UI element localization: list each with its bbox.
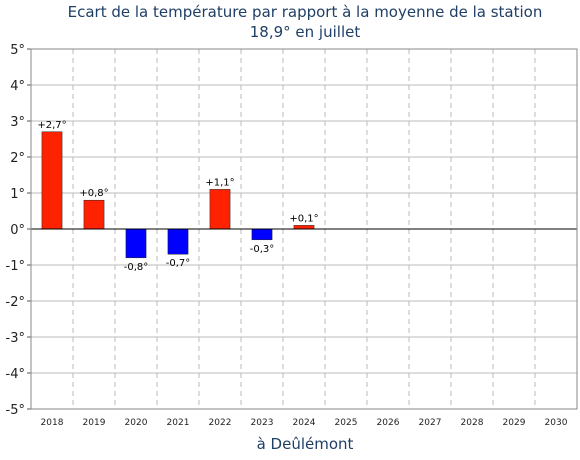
x-tick-label: 2020 <box>125 418 148 428</box>
chart-title: Ecart de la température par rapport à la… <box>68 3 543 21</box>
bar-2020 <box>125 228 147 259</box>
data-label-2022: +1,1° <box>205 177 234 188</box>
data-label-2024: +0,1° <box>289 213 318 224</box>
y-tick-label: 3° <box>10 115 25 130</box>
y-tick-label: 2° <box>10 151 25 166</box>
data-labels: +2,7° +0,8° -0,8° -0,7° +1,1° -0,3° +0,1° <box>37 120 318 273</box>
x-tick-label: 2022 <box>209 418 232 428</box>
y-tick-label: 0° <box>10 223 25 238</box>
x-tick-label: 2025 <box>335 418 358 428</box>
bars <box>41 131 315 259</box>
bar-2021 <box>167 228 189 255</box>
plot-frame <box>30 48 578 410</box>
x-tick-label: 2024 <box>293 418 316 428</box>
bar-2024 <box>293 225 315 230</box>
data-label-2018: +2,7° <box>37 120 66 131</box>
x-tick-label: 2021 <box>167 418 190 428</box>
data-label-2020: -0,8° <box>124 262 149 273</box>
data-label-2019: +0,8° <box>79 188 108 199</box>
x-tick-label: 2030 <box>545 418 568 428</box>
x-tick-label: 2023 <box>251 418 274 428</box>
y-tick-label: -2° <box>6 295 25 310</box>
y-tick-label: 1° <box>10 187 25 202</box>
y-tick-label: -1° <box>6 259 25 274</box>
x-axis-label: à Deûlémont <box>257 435 354 453</box>
bar-2022 <box>209 189 231 230</box>
y-tick-label: -4° <box>6 367 25 382</box>
x-tick-label: 2019 <box>83 418 106 428</box>
y-tick-label: -5° <box>6 403 25 418</box>
data-label-2021: -0,7° <box>166 258 191 269</box>
x-tick-label: 2027 <box>419 418 442 428</box>
bar-2023 <box>251 228 273 241</box>
data-label-2023: -0,3° <box>250 244 275 255</box>
chart-subtitle: 18,9° en juillet <box>250 23 361 41</box>
x-axis: 2018 2019 2020 2021 2022 2023 2024 2025 2026 2027… <box>41 418 568 428</box>
x-tick-label: 2029 <box>503 418 526 428</box>
x-tick-label: 2028 <box>461 418 484 428</box>
bar-2019 <box>83 199 105 230</box>
y-axis: 5° 4° 3° 2° 1° 0° -1° -2° -3° -4° -5° <box>6 43 31 418</box>
bar-2018 <box>41 131 63 230</box>
y-tick-label: 4° <box>10 79 25 94</box>
y-tick-label: 5° <box>10 43 25 58</box>
x-tick-label: 2026 <box>377 418 400 428</box>
x-tick-label: 2018 <box>41 418 64 428</box>
y-tick-label: -3° <box>6 331 25 346</box>
